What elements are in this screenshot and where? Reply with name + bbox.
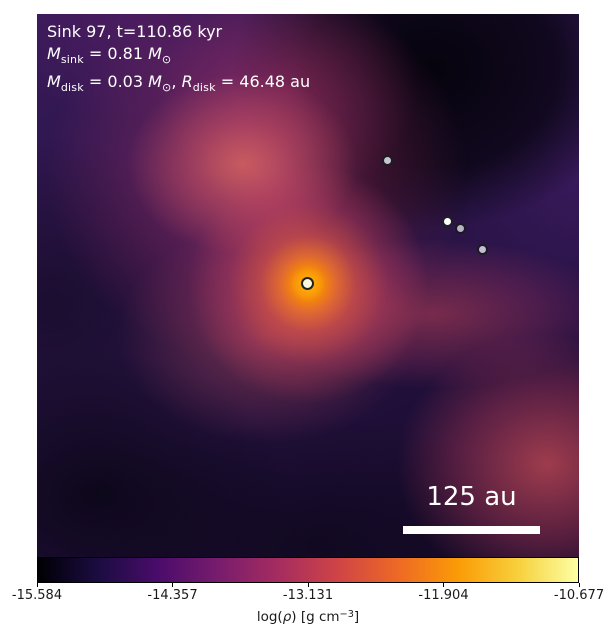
central-sink-marker <box>301 277 314 290</box>
colorbar <box>37 557 579 583</box>
colorbar-tick-label: -11.904 <box>418 588 469 603</box>
colorbar-tick-label: -14.357 <box>147 588 198 603</box>
colorbar-tick <box>307 583 309 587</box>
sink-particle-dot <box>454 222 466 234</box>
scalebar-label: 125 au <box>426 482 517 512</box>
sink-particle-dot <box>441 215 453 227</box>
colorbar-tick <box>36 583 38 587</box>
density-map: Sink 97, t=110.86 kyr Msink = 0.81 M⊙ Md… <box>37 14 579 557</box>
colorbar-tick-label: -10.677 <box>553 588 605 603</box>
colorbar-tick <box>578 583 580 587</box>
colorbar-axis: -15.584 -14.357 -13.131 -11.904 -10.677 <box>12 583 604 605</box>
colorbar-tick <box>172 583 173 587</box>
annotation-sink-mass: Msink = 0.81 M⊙ <box>47 44 172 66</box>
colorbar-tick-label: -15.584 <box>11 588 63 603</box>
annotation-block: Sink 97, t=110.86 kyr Msink = 0.81 M⊙ Md… <box>47 21 310 99</box>
scalebar <box>403 526 540 534</box>
sink-particle-dot <box>476 243 488 255</box>
sink-particle-dot <box>381 154 393 166</box>
colorbar-tick <box>443 583 444 587</box>
annotation-disk-properties: Mdisk = 0.03 M⊙, Rdisk = 46.48 au <box>47 71 311 94</box>
colorbar-tick-label: -13.131 <box>282 588 334 603</box>
annotation-title: Sink 97, t=110.86 kyr <box>47 22 223 41</box>
colorbar-label: log(ρ) [g cm−3] <box>256 608 360 625</box>
